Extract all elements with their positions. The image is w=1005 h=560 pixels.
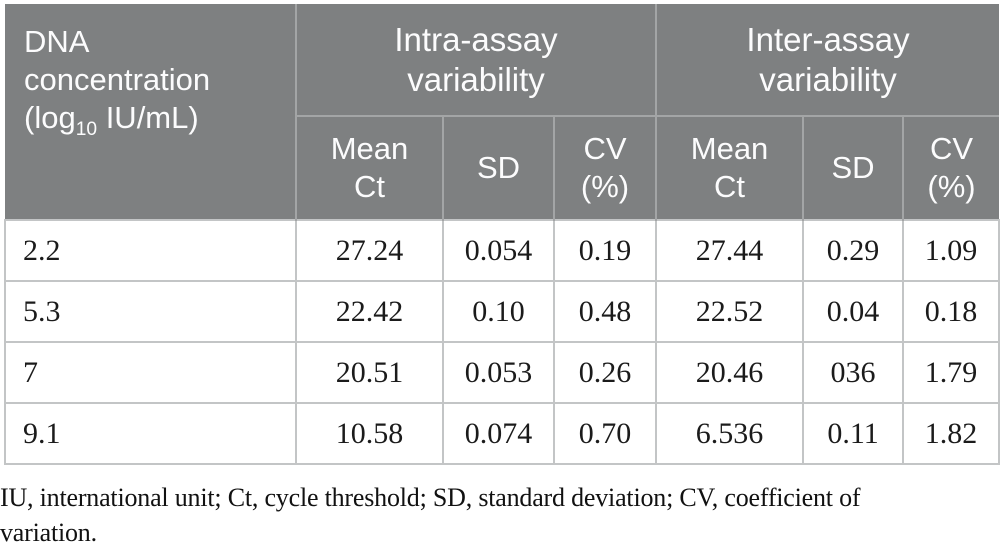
header-sub-row: Mean Ct SD CV (%) Mean Ct SD <box>5 115 1000 220</box>
cell-intra-mean-ct: 27.24 <box>295 219 444 282</box>
cell-intra-mean-ct: 20.51 <box>295 341 444 404</box>
cell-intra-mean-ct: 10.58 <box>295 402 444 465</box>
cell-inter-sd: 0.11 <box>802 402 905 465</box>
cell-inter-cv: 0.18 <box>902 280 1001 343</box>
table-row: 2.2 27.24 0.054 0.19 27.44 0.29 1.09 <box>4 219 1001 282</box>
cell-intra-sd: 0.053 <box>442 341 555 404</box>
subheader-inter-sd: SD <box>802 115 904 220</box>
log-subscript: 10 <box>75 119 98 141</box>
header-inter-assay: Inter-assay variability <box>655 4 1000 116</box>
cell-intra-mean-ct: 22.42 <box>295 280 444 343</box>
table-row: 7 20.51 0.053 0.26 20.46 036 1.79 <box>4 341 1001 404</box>
cell-inter-sd: 036 <box>802 341 905 404</box>
subheader-intra-mean-ct: Mean Ct <box>295 115 443 220</box>
log-suffix: IU/mL) <box>97 100 199 135</box>
cell-dna-concentration: 9.1 <box>4 402 297 465</box>
log-prefix: (log <box>24 100 76 135</box>
cell-inter-mean-ct: 22.52 <box>655 280 805 343</box>
header-dna-line3: (log10 IU/mL) <box>24 99 287 141</box>
cell-intra-cv: 0.70 <box>552 402 658 465</box>
header-dna-line2: concentration <box>24 62 211 97</box>
table-footnote: IU, international unit; Ct, cycle thresh… <box>0 483 861 547</box>
assay-variability-table: DNA concentration (log10 IU/mL) Intra-as… <box>4 4 1001 465</box>
subheader-inter-cv: CV (%) <box>902 115 1000 220</box>
intra-assay-line1: Intra-assay <box>394 20 558 58</box>
table-row: 5.3 22.42 0.10 0.48 22.52 0.04 0.18 <box>4 280 1001 343</box>
cell-inter-mean-ct: 27.44 <box>655 219 805 282</box>
cell-inter-sd: 0.29 <box>802 219 905 282</box>
inter-assay-line1: Inter-assay <box>746 20 910 58</box>
table-row: 9.1 10.58 0.074 0.70 6.536 0.11 1.82 <box>4 402 1001 465</box>
header-group-row: DNA concentration (log10 IU/mL) Intra-as… <box>5 4 1000 220</box>
subheader-intra-sd: SD <box>442 115 554 220</box>
header-dna-line1: DNA <box>24 24 90 59</box>
cell-dna-concentration: 2.2 <box>4 219 297 282</box>
cell-intra-cv: 0.19 <box>552 219 658 282</box>
subheader-inter-mean-ct: Mean Ct <box>655 115 804 220</box>
header-intra-assay: Intra-assay variability <box>294 4 657 116</box>
inter-assay-line2: variability <box>759 60 897 98</box>
header-dna-concentration: DNA concentration (log10 IU/mL) <box>5 4 296 220</box>
cell-inter-cv: 1.79 <box>902 341 1001 404</box>
cell-inter-cv: 1.09 <box>902 219 1001 282</box>
cell-inter-mean-ct: 20.46 <box>655 341 805 404</box>
cell-intra-sd: 0.074 <box>442 402 555 465</box>
cell-inter-sd: 0.04 <box>802 280 905 343</box>
cell-inter-cv: 1.82 <box>902 402 1001 465</box>
cell-dna-concentration: 7 <box>4 341 297 404</box>
cell-intra-cv: 0.48 <box>552 280 658 343</box>
intra-assay-line2: variability <box>407 60 545 98</box>
cell-inter-mean-ct: 6.536 <box>655 402 805 465</box>
cell-intra-sd: 0.054 <box>442 219 555 282</box>
cell-intra-sd: 0.10 <box>442 280 555 343</box>
subheader-intra-cv: CV (%) <box>552 115 657 220</box>
cell-intra-cv: 0.26 <box>552 341 658 404</box>
cell-dna-concentration: 5.3 <box>4 280 297 343</box>
